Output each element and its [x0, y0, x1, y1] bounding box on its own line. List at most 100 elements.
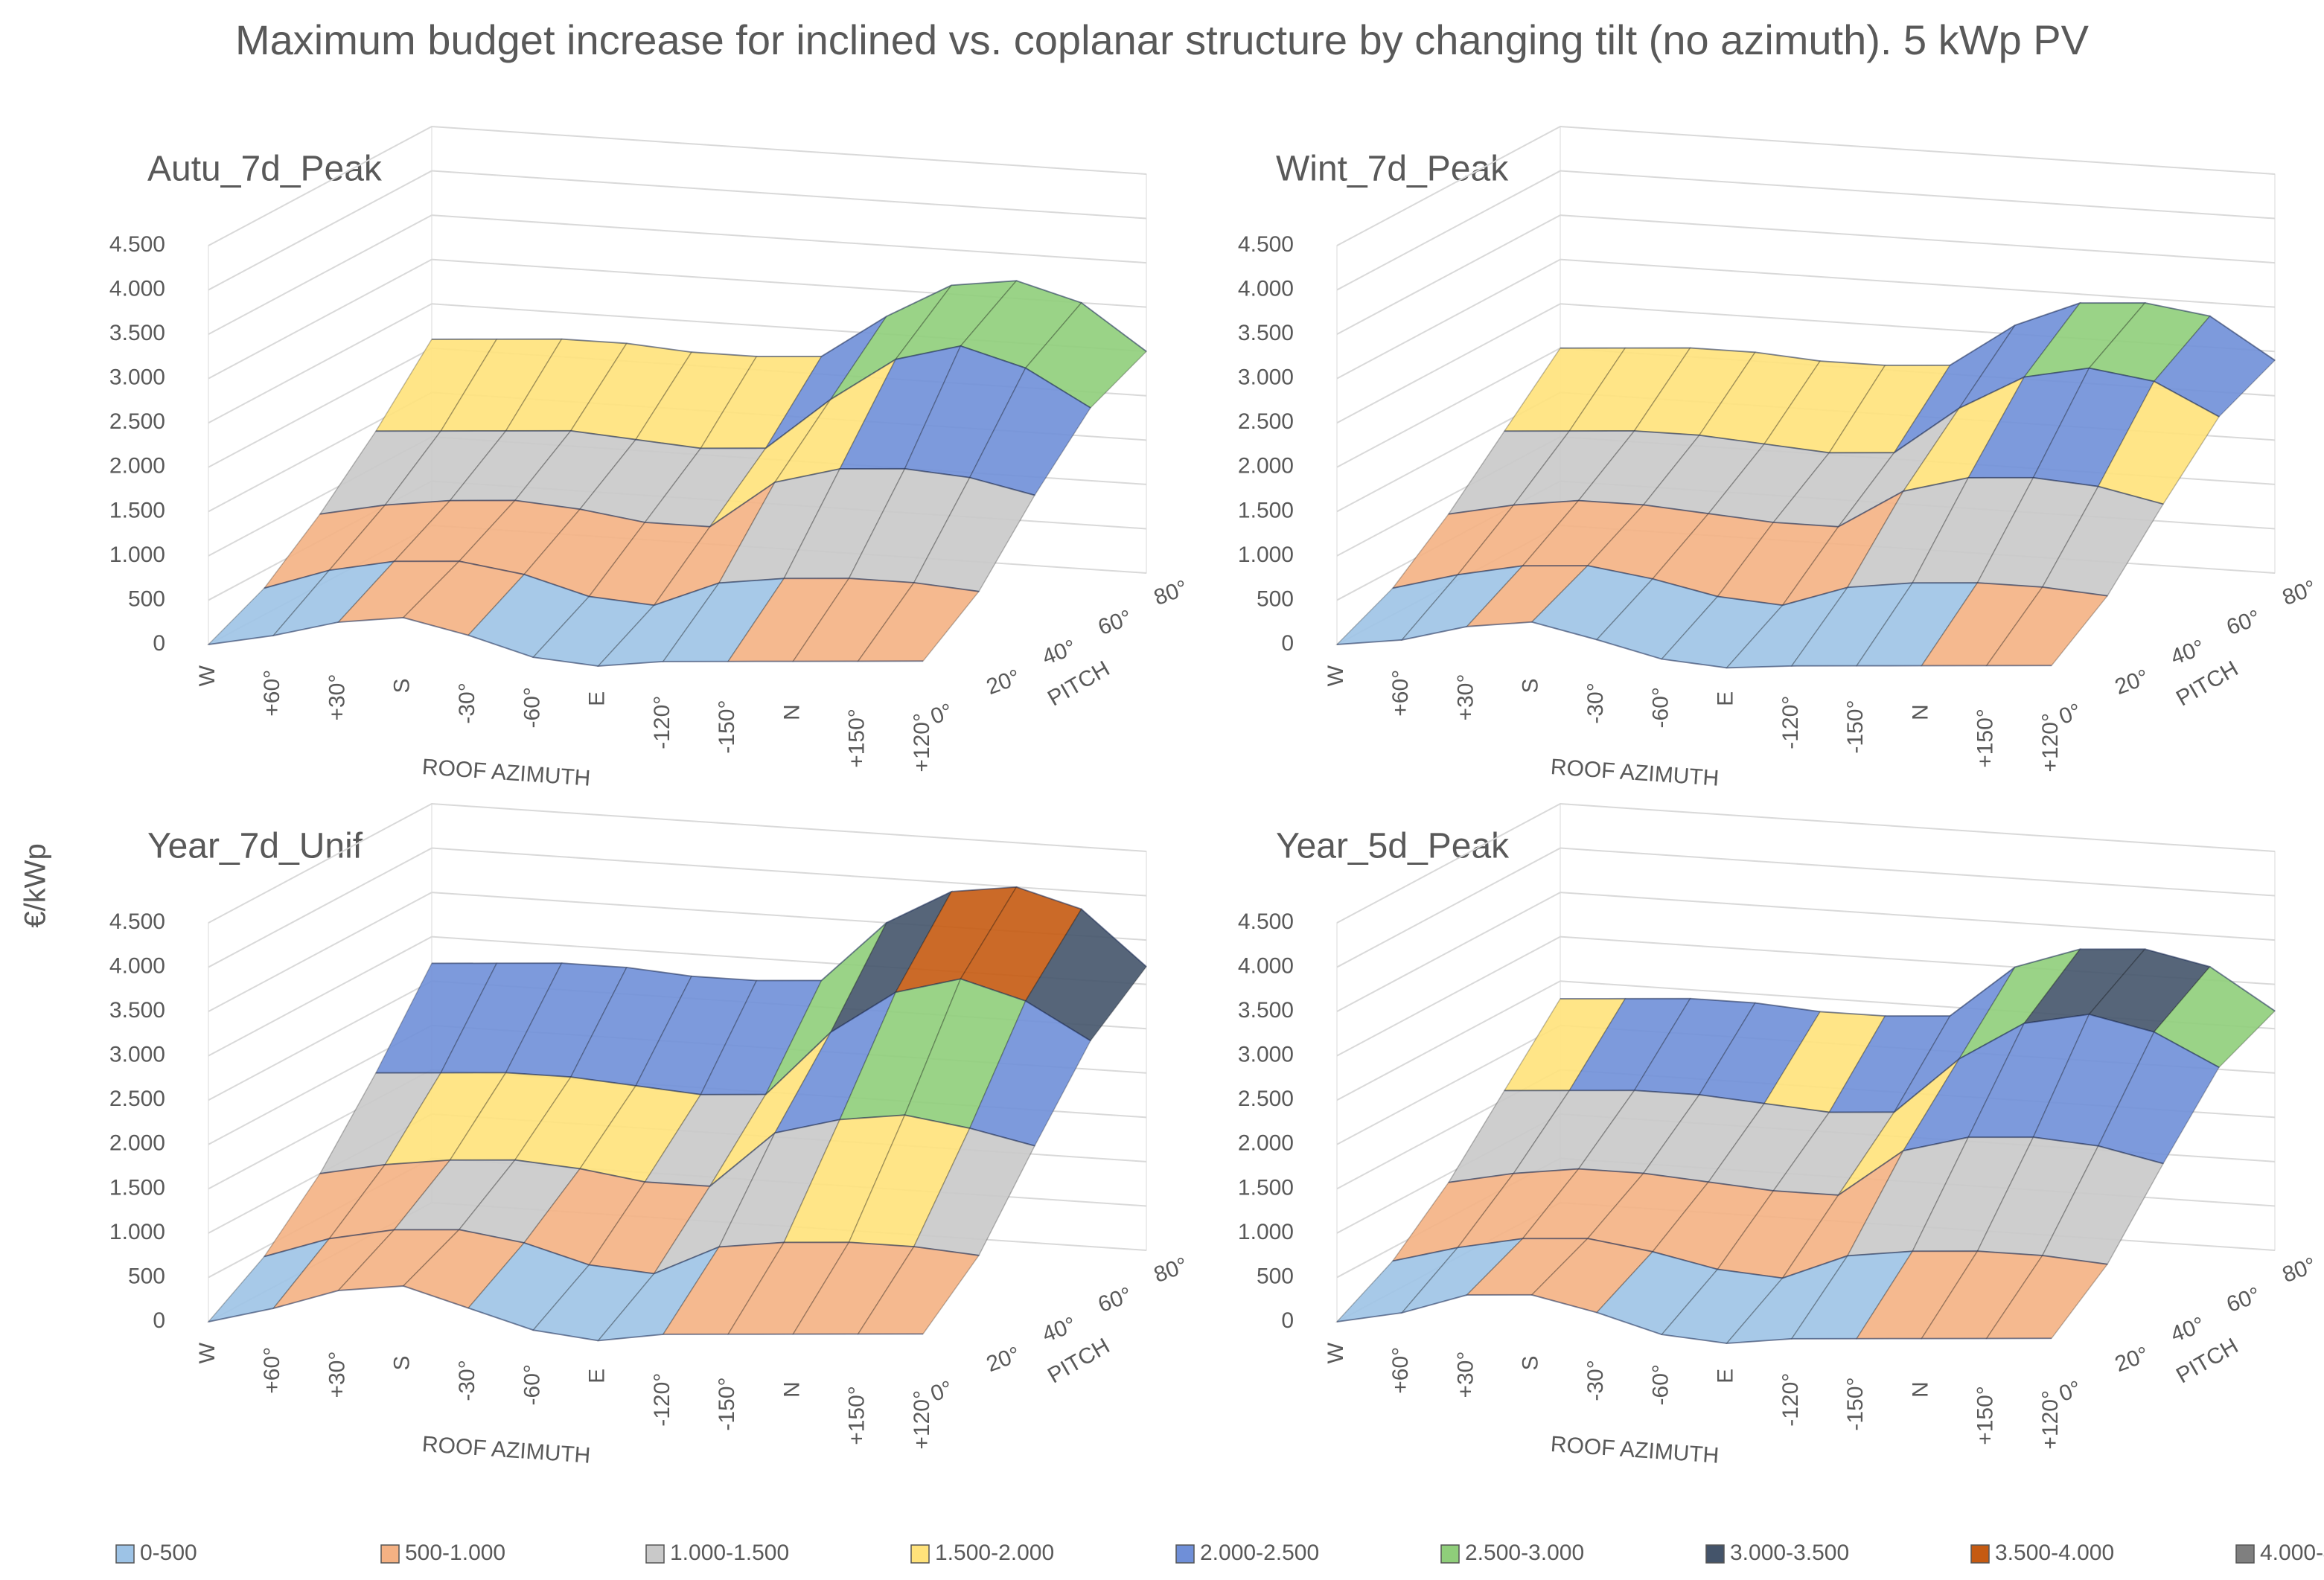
grid-line: [208, 214, 1147, 335]
x-tick-label: N: [779, 704, 804, 720]
page-title: Maximum budget increase for inclined vs.…: [235, 16, 2090, 63]
x-tick-label: W: [195, 665, 220, 686]
z-tick-label: 20°: [983, 665, 1024, 700]
x-tick-label: +120°: [2038, 1390, 2063, 1450]
x-tick-label: -120°: [650, 696, 674, 749]
z-tick-label: 40°: [2168, 1312, 2208, 1347]
x-axis-title: ROOF AZIMUTH: [1550, 755, 1720, 791]
x-tick-label: +150°: [1973, 1386, 1998, 1445]
surface-row: [375, 978, 1091, 1096]
z-tick-label: 60°: [1095, 605, 1135, 640]
x-tick-label: N: [1908, 1381, 1932, 1398]
y-tick-label: 1.000: [109, 1220, 165, 1244]
y-tick-label: 1.000: [1238, 1220, 1294, 1244]
x-tick-label: +150°: [1973, 709, 1998, 768]
grid-line: [208, 258, 1147, 380]
surface-row: [1392, 565, 2108, 607]
x-tick-label: -120°: [1778, 696, 1803, 749]
y-tick-label: 500: [128, 1264, 165, 1288]
legend-label: 1.500-2.000: [935, 1541, 1054, 1565]
legend-label: 4.000-4.500: [2260, 1541, 2324, 1565]
y-tick-label: 2.500: [1238, 1087, 1294, 1111]
y-tick-label: 1.500: [1238, 1175, 1294, 1200]
legend-label: 3.000-3.500: [1730, 1541, 1849, 1565]
y-tick-label: 1.500: [109, 498, 165, 522]
y-tick-label: 2.000: [1238, 454, 1294, 479]
z-tick-label: 80°: [2279, 575, 2320, 610]
y-tick-label: 4.500: [109, 232, 165, 257]
grid-line: [208, 847, 1147, 968]
surface-cell: [2097, 380, 2221, 505]
y-tick-label: 1.000: [109, 543, 165, 567]
y-tick-label: 4.500: [1238, 909, 1294, 934]
x-axis-title: ROOF AZIMUTH: [1550, 1432, 1720, 1468]
z-tick-label: 60°: [2224, 1282, 2264, 1317]
x-tick-label: E: [1714, 691, 1738, 706]
x-tick-label: -60°: [520, 1364, 544, 1405]
y-tick-label: 1.500: [109, 1175, 165, 1200]
surface-row: [375, 345, 1091, 450]
x-tick-label: -150°: [715, 700, 739, 754]
grid-line: [1336, 802, 2276, 924]
surface-row: [1448, 1136, 2164, 1196]
surface-cell: [1024, 908, 1148, 1042]
y-tick-label: 4.000: [109, 276, 165, 301]
legend-swatch: [1705, 1544, 1725, 1564]
z-tick-label: 60°: [2224, 605, 2264, 640]
legend-swatch: [1175, 1544, 1195, 1564]
y-tick-label: 3.000: [1238, 365, 1294, 390]
surface-row: [208, 1285, 924, 1342]
z-tick-label: 40°: [1039, 1312, 1079, 1347]
y-tick-label: 2.000: [1238, 1131, 1294, 1156]
grid-line: [1336, 892, 2276, 1012]
surface-cell: [857, 1246, 980, 1335]
surface-row: [1504, 367, 2220, 454]
surface-chart: Wint_7d_Peak 0 500 1.000 1.500 2.000 2.500 3.00…: [1238, 125, 2320, 791]
x-axis-title: ROOF AZIMUTH: [421, 1432, 591, 1468]
surface-cell: [2153, 965, 2276, 1069]
grid-line: [1336, 258, 2276, 380]
x-tick-label: +60°: [260, 670, 284, 717]
legend-swatch: [2235, 1544, 2255, 1564]
x-tick-label: -60°: [1648, 687, 1673, 728]
surface-row: [1392, 1238, 2108, 1279]
x-tick-label: -30°: [1583, 1360, 1608, 1401]
grid-line: [208, 802, 1147, 924]
grid-line: [208, 125, 1147, 246]
x-tick-label: -150°: [715, 1378, 739, 1431]
z-tick-label: 80°: [2279, 1253, 2320, 1288]
surface-row: [431, 280, 1147, 358]
y-tick-label: 3.500: [109, 321, 165, 345]
y-tick-label: 4.500: [1238, 232, 1294, 257]
y-tick-label: 4.000: [109, 953, 165, 978]
x-tick-label: S: [390, 678, 415, 693]
chart-title: Year_5d_Peak: [1276, 827, 1510, 866]
y-tick-label: 4.000: [1238, 953, 1294, 978]
x-tick-label: E: [1714, 1369, 1738, 1384]
y-tick-label: 2.500: [1238, 409, 1294, 434]
x-tick-label: +120°: [2038, 713, 2063, 773]
x-tick-label: +120°: [910, 1390, 934, 1450]
z-tick-label: 20°: [2112, 1342, 2152, 1377]
chart-title: Year_7d_Unif: [147, 827, 363, 866]
surface-row: [264, 560, 980, 607]
legend-label: 2.000-2.500: [1200, 1541, 1319, 1565]
legend-swatch: [645, 1544, 665, 1564]
legend-label: 0-500: [140, 1541, 197, 1565]
x-axis-title: ROOF AZIMUTH: [421, 755, 591, 791]
x-tick-label: S: [1519, 678, 1543, 693]
x-tick-label: W: [1324, 665, 1348, 686]
z-tick-label: 80°: [1151, 575, 1191, 610]
z-tick-label: 40°: [1039, 635, 1079, 670]
legend-label: 1.000-1.500: [670, 1541, 789, 1565]
x-tick-label: S: [390, 1355, 415, 1370]
x-tick-label: W: [1324, 1342, 1348, 1363]
z-tick-label: 20°: [2112, 665, 2152, 700]
x-tick-label: -120°: [650, 1373, 674, 1427]
surface-row: [319, 1114, 1035, 1187]
x-tick-label: +150°: [845, 1386, 869, 1445]
surface-cell: [857, 582, 980, 662]
y-tick-label: 2.000: [109, 1131, 165, 1156]
grid-line: [1336, 170, 2276, 291]
surface-chart: Autu_7d_Peak 0 500 1.000 1.500 2.000 2.500 3.00…: [109, 125, 1191, 791]
